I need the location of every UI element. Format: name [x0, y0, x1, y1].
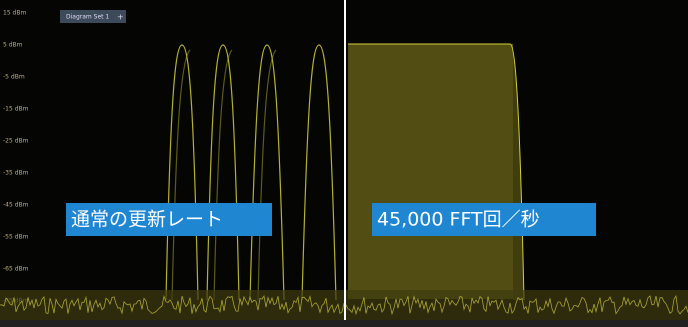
- y-tick-label: -45 dBm: [3, 202, 29, 209]
- right-persistence: [348, 44, 513, 299]
- tab-title[interactable]: Diagram Set 1: [66, 14, 109, 21]
- x-axis-bar: [0, 320, 688, 327]
- callout-left: 通常の更新レート: [71, 209, 223, 231]
- tab-add[interactable]: +: [117, 13, 124, 22]
- y-tick-label: -55 dBm: [3, 234, 29, 241]
- y-tick-label: -15 dBm: [3, 106, 29, 113]
- left-traces: [165, 44, 337, 301]
- y-tick-label: 15 dBm: [3, 10, 26, 17]
- callout-box: [66, 203, 272, 236]
- y-tick-label: -65 dBm: [3, 266, 29, 273]
- callout-box: [372, 203, 596, 236]
- y-tick-label: -25 dBm: [3, 138, 29, 145]
- callout-right: 45,000 FFT回／秒: [377, 209, 540, 231]
- y-tick-label: 5 dBm: [3, 42, 23, 49]
- y-tick-label: -35 dBm: [3, 170, 29, 177]
- y-tick-label: -5 dBm: [3, 74, 25, 81]
- tab[interactable]: [60, 10, 126, 23]
